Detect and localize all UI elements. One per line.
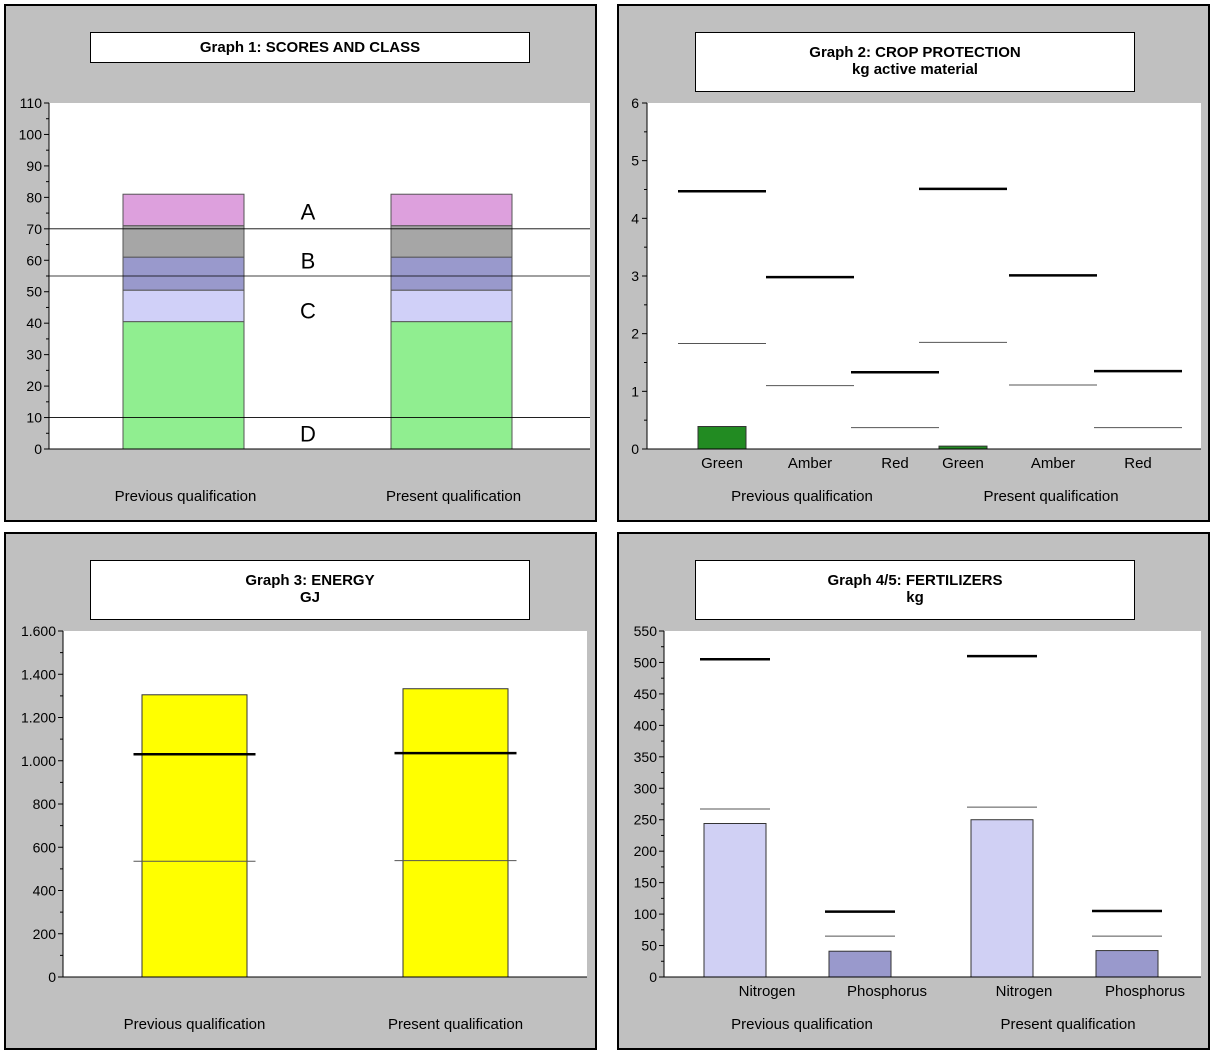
y-tick-label: 90 [26, 158, 42, 174]
y-tick-label: 0 [649, 969, 657, 985]
graph3-title-box: Graph 3: ENERGY GJ [90, 560, 530, 620]
y-tick-label: 50 [26, 284, 42, 300]
graph1-title: Graph 1: SCORES AND CLASS [199, 39, 421, 56]
x-category-label: Present qualification [388, 1016, 523, 1033]
y-tick-label: 110 [20, 95, 43, 111]
bar-segment [390, 256, 513, 291]
graph3-title: Graph 3: ENERGY [245, 572, 375, 589]
y-tick-label: 400 [33, 883, 57, 899]
y-tick-label: 3 [631, 268, 639, 284]
bar-segment [390, 289, 513, 323]
x-category-label: Phosphorus [1105, 983, 1185, 1000]
x-category-label: Previous qualification [124, 1016, 266, 1033]
bar-segment [122, 225, 245, 258]
y-tick-label: 450 [634, 686, 658, 702]
x-category-label: Red [1124, 455, 1152, 472]
x-group-label: Previous qualification [731, 488, 873, 505]
bar [828, 950, 892, 978]
graph3-chart: Previous qualification Present qualificat… [21, 623, 587, 1033]
y-tick-label: 80 [26, 189, 42, 205]
y-tick-label: 400 [634, 717, 658, 733]
plot-area [647, 103, 1201, 449]
graph2-title-box: Graph 2: CROP PROTECTION kg active mater… [695, 32, 1135, 92]
y-tick-label: 800 [33, 796, 57, 812]
y-tick-label: 1.200 [21, 710, 56, 726]
bar [402, 688, 509, 978]
y-tick-label: 550 [634, 623, 658, 639]
bar-segment [122, 289, 245, 323]
bar [141, 694, 248, 978]
graph1-title-box: Graph 1: SCORES AND CLASS [90, 32, 530, 63]
class-label: B [301, 248, 316, 273]
y-tick-label: 30 [26, 347, 42, 363]
bar [970, 819, 1034, 978]
bar-segment [122, 256, 245, 291]
bar-segment [122, 321, 245, 450]
x-category-label: Nitrogen [996, 983, 1053, 1000]
y-tick-label: 6 [631, 95, 639, 111]
bar-segment [122, 193, 245, 227]
class-label: C [300, 299, 316, 324]
x-group-label: Present qualification [983, 488, 1118, 505]
y-tick-label: 200 [634, 843, 658, 859]
y-tick-label: 0 [34, 441, 42, 457]
graph4-chart: Nitrogen Phosphorus Nitrogen Phosphorus Prev… [634, 623, 1201, 1033]
graph4-title-box: Graph 4/5: FERTILIZERS kg [695, 560, 1135, 620]
bar [703, 823, 767, 978]
y-tick-label: 1 [631, 383, 639, 399]
y-tick-label: 150 [634, 875, 658, 891]
graph2-chart: Green Amber Red Green Amber Red Previous quali… [631, 95, 1201, 505]
y-tick-label: 1.600 [21, 623, 56, 639]
y-tick-label: 350 [634, 749, 658, 765]
y-tick-label: 20 [26, 378, 42, 394]
y-tick-label: 60 [26, 252, 42, 268]
x-category-label: Green [701, 455, 743, 472]
x-category-label: Amber [1031, 455, 1075, 472]
graph4-panel: Graph 4/5: FERTILIZERS kg Nitrogen Phosph… [617, 532, 1210, 1050]
x-category-label: Red [881, 455, 909, 472]
y-tick-label: 0 [631, 441, 639, 457]
y-tick-label: 100 [634, 906, 658, 922]
y-tick-label: 1.000 [21, 753, 56, 769]
bar-segment [390, 321, 513, 450]
graph4-title: Graph 4/5: FERTILIZERS [827, 572, 1003, 589]
y-tick-label: 500 [634, 654, 658, 670]
y-tick-label: 10 [26, 410, 42, 426]
graph1-panel: Graph 1: SCORES AND CLASS Previous quali… [4, 4, 597, 522]
class-label: D [300, 421, 316, 446]
y-tick-label: 40 [26, 315, 42, 331]
class-label: A [301, 200, 316, 225]
y-tick-label: 250 [634, 812, 658, 828]
graph4-subtitle: kg [906, 589, 924, 606]
y-tick-label: 200 [33, 926, 57, 942]
graph1-chart: Previous qualification Present qualificat… [19, 95, 590, 505]
y-tick-label: 4 [631, 210, 639, 226]
y-tick-label: 100 [19, 126, 43, 142]
graph3-subtitle: GJ [299, 589, 320, 606]
bar [697, 426, 747, 450]
y-tick-label: 70 [26, 221, 42, 237]
graph3-panel: Graph 3: ENERGY GJ Previous qualificatio… [4, 532, 597, 1050]
bar-segment [390, 225, 513, 258]
graph2-panel: Graph 2: CROP PROTECTION kg active mater… [617, 4, 1210, 522]
bar [1095, 950, 1159, 978]
y-tick-label: 300 [634, 780, 658, 796]
x-group-label: Previous qualification [731, 1016, 873, 1033]
x-category-label: Phosphorus [847, 983, 927, 1000]
x-category-label: Present qualification [386, 488, 521, 505]
graph2-title: Graph 2: CROP PROTECTION [809, 44, 1021, 61]
x-category-label: Previous qualification [115, 488, 257, 505]
y-tick-label: 5 [631, 153, 639, 169]
y-tick-label: 2 [631, 326, 639, 342]
x-category-label: Nitrogen [739, 983, 796, 1000]
y-tick-label: 600 [33, 839, 57, 855]
y-tick-label: 50 [641, 938, 657, 954]
graph2-subtitle: kg active material [852, 61, 978, 78]
y-tick-label: 1.400 [21, 666, 56, 682]
x-group-label: Present qualification [1000, 1016, 1135, 1033]
x-category-label: Amber [788, 455, 832, 472]
y-tick-label: 0 [48, 969, 56, 985]
x-category-label: Green [942, 455, 984, 472]
bar-segment [390, 193, 513, 227]
